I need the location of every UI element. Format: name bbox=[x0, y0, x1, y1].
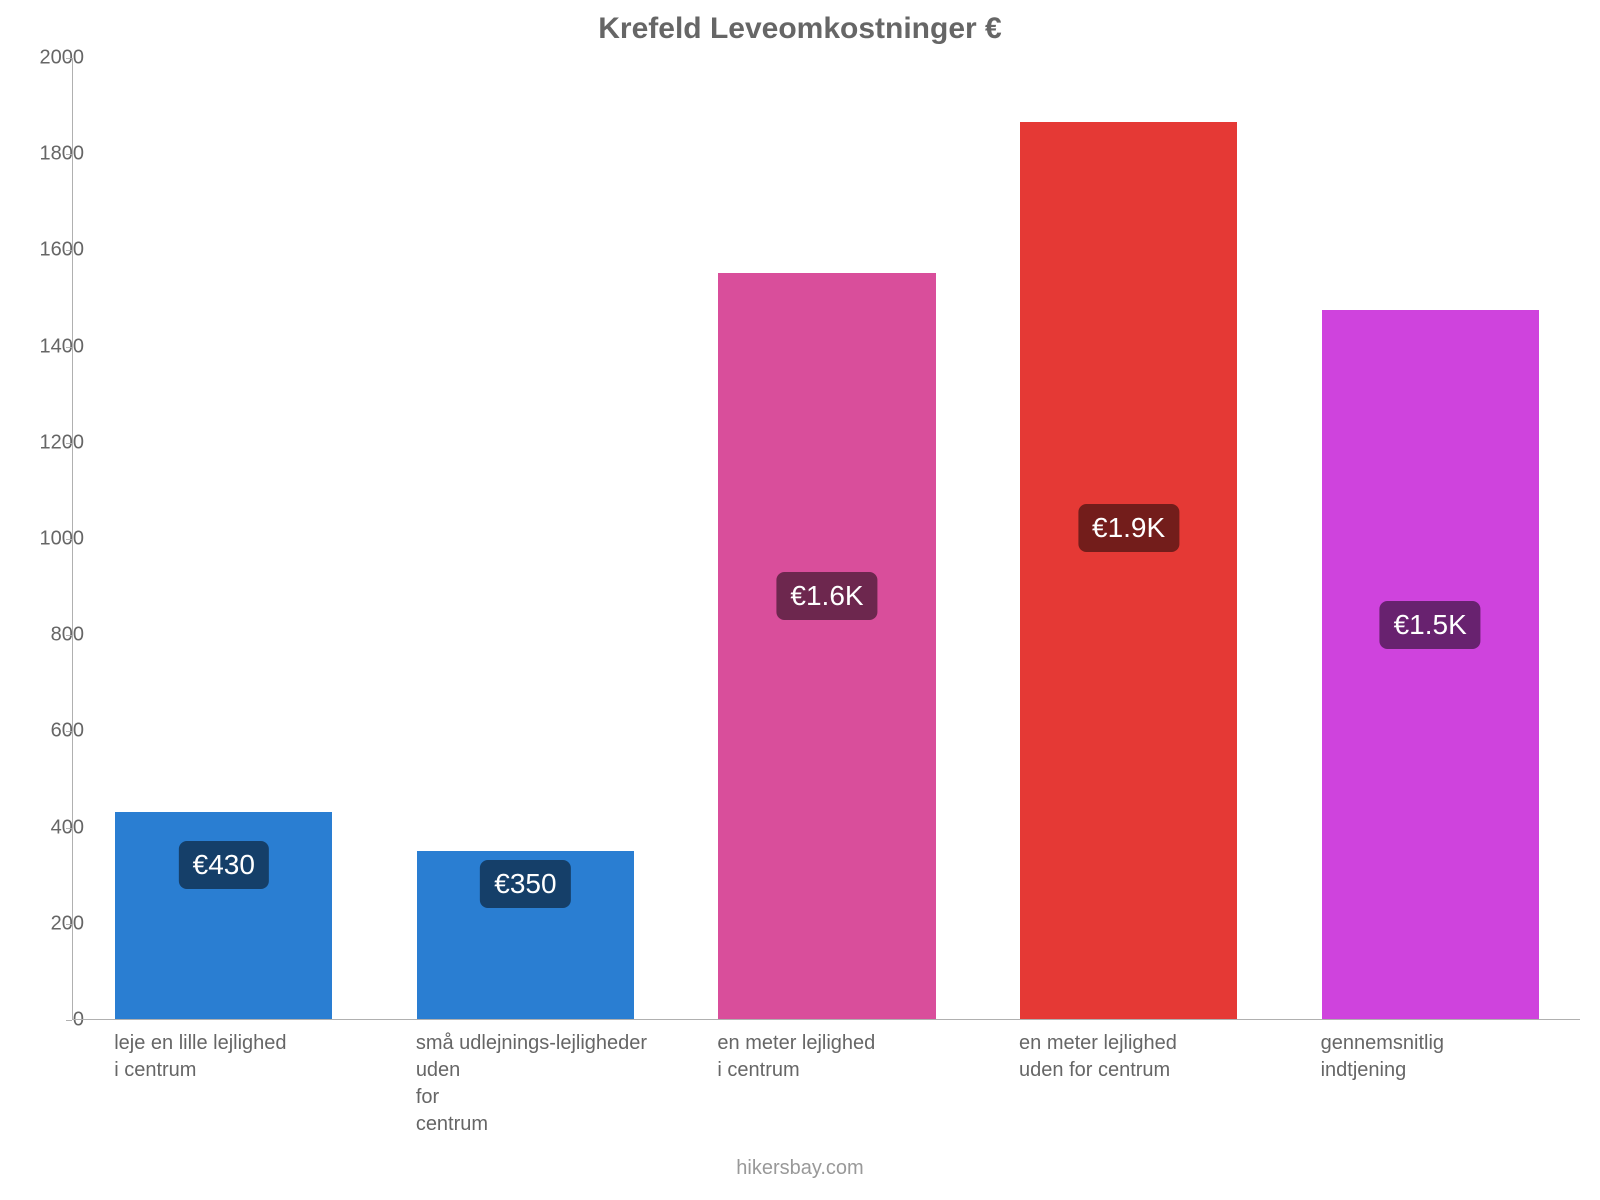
x-tick-label: leje en lille lejlighed i centrum bbox=[114, 1030, 371, 1084]
plot-area: €430 €350 €1.6K €1.9K €1.5K bbox=[72, 58, 1580, 1020]
x-tick-label: gennemsnitlig indtjening bbox=[1321, 1030, 1578, 1084]
bar-value-badge: €1.5K bbox=[1380, 601, 1481, 649]
bars-group: €430 €350 €1.6K €1.9K €1.5K bbox=[73, 58, 1580, 1019]
chart-title: Krefeld Leveomkostninger € bbox=[0, 12, 1600, 46]
bar-value-badge: €1.6K bbox=[776, 572, 877, 620]
x-tick-label: en meter lejlighed i centrum bbox=[717, 1030, 974, 1084]
bar bbox=[1322, 310, 1539, 1019]
bar-value-badge: €350 bbox=[480, 860, 570, 908]
chart-footer: hikersbay.com bbox=[0, 1157, 1600, 1180]
cost-of-living-chart: Krefeld Leveomkostninger € 0200400600800… bbox=[0, 0, 1600, 1200]
bar bbox=[1020, 122, 1237, 1019]
bar-value-badge: €1.9K bbox=[1078, 504, 1179, 552]
bar-value-badge: €430 bbox=[179, 841, 269, 889]
x-tick-label: en meter lejlighed uden for centrum bbox=[1019, 1030, 1276, 1084]
x-tick-label: små udlejnings-lejligheder uden for cent… bbox=[416, 1030, 673, 1138]
bar bbox=[718, 273, 935, 1019]
y-tick-mark bbox=[66, 1020, 72, 1021]
